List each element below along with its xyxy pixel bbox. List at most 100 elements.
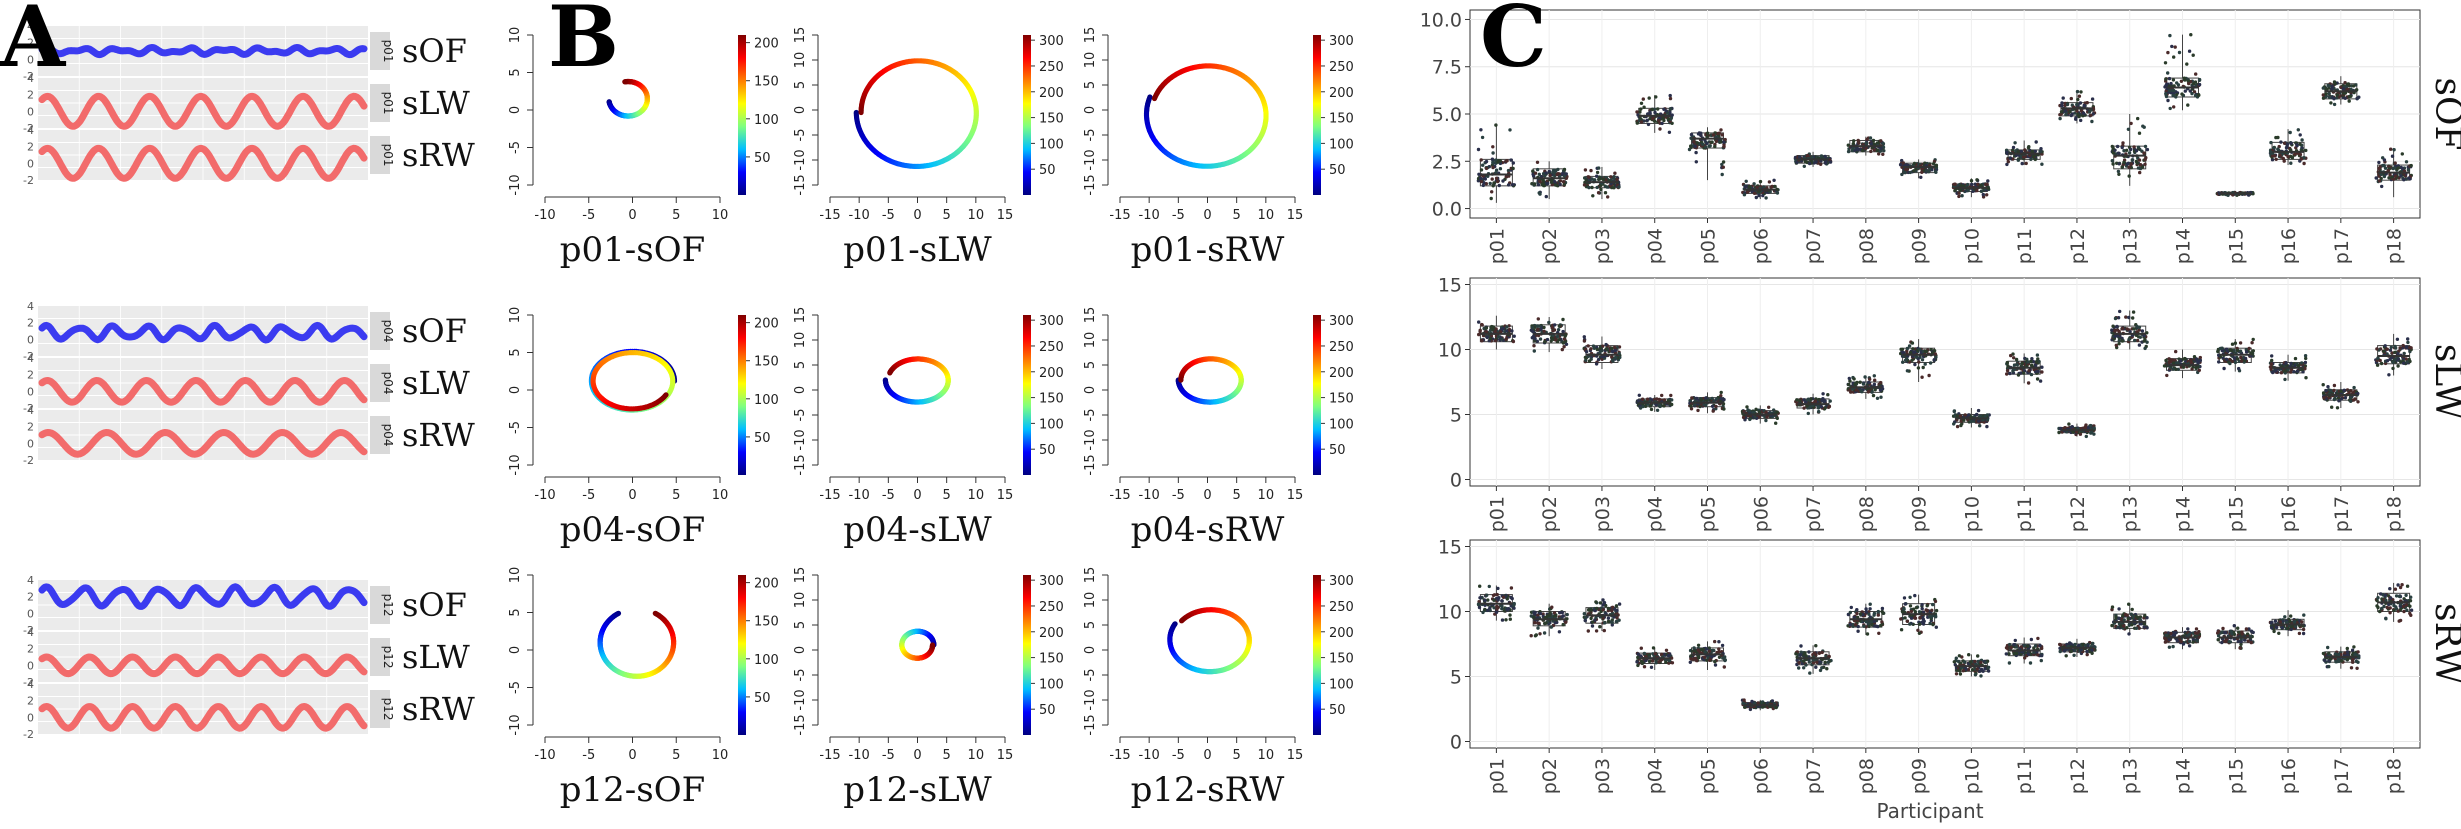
jitter-point bbox=[1646, 122, 1651, 127]
jitter-point bbox=[1477, 172, 1481, 176]
colorbar-tick-label: 50 bbox=[754, 431, 771, 446]
x-tick-label: -15 bbox=[819, 208, 840, 223]
jitter-point bbox=[1485, 335, 1489, 340]
phase-plot-p12-sRW: -15 -10 -5 0 5 10 15-15-10-5051015501001502002… bbox=[1083, 567, 1354, 810]
jitter-point bbox=[2143, 144, 2148, 149]
jitter-point bbox=[1483, 177, 1488, 181]
jitter-point bbox=[2168, 33, 2172, 38]
jitter-point bbox=[1635, 110, 1639, 114]
x-tick-label: -10 bbox=[1139, 748, 1160, 763]
jitter-point bbox=[1694, 160, 1699, 164]
x-tick-label: p03 bbox=[1592, 228, 1614, 264]
jitter-point bbox=[2068, 110, 2072, 114]
jitter-point bbox=[1532, 174, 1536, 178]
series-line-sLW bbox=[38, 653, 368, 678]
jitter-point bbox=[2065, 102, 2070, 107]
jitter-point bbox=[2390, 154, 2395, 158]
colorbar bbox=[738, 575, 746, 735]
phase-plot-label: p12-sRW bbox=[1131, 770, 1285, 810]
series-line-sRW bbox=[38, 429, 368, 458]
jitter-point bbox=[1953, 189, 1957, 193]
jitter-point bbox=[2170, 44, 2174, 49]
jitter-point bbox=[1743, 185, 1748, 189]
strip-facet-box bbox=[370, 586, 390, 624]
jitter-point bbox=[1807, 161, 1812, 166]
jitter-point bbox=[1535, 160, 1540, 164]
x-tick-label: -15 bbox=[1109, 488, 1130, 503]
jitter-point bbox=[2389, 147, 2393, 151]
jitter-point bbox=[1647, 96, 1651, 100]
jitter-point bbox=[1511, 339, 1516, 344]
y-tick-label: 10 bbox=[1083, 592, 1098, 609]
jitter-point bbox=[1531, 329, 1535, 334]
jitter-point bbox=[1986, 179, 1990, 183]
strip-ytick-label: 2 bbox=[27, 37, 34, 50]
jitter-point bbox=[2013, 141, 2017, 145]
jitter-point bbox=[2298, 142, 2302, 146]
x-tick-label: p18 bbox=[2384, 228, 2406, 264]
y-tick-label: -5 bbox=[1083, 669, 1098, 682]
jitter-point bbox=[1544, 194, 1549, 199]
jitter-point bbox=[1491, 184, 1495, 188]
strip-facet-box bbox=[370, 32, 390, 70]
jitter-point bbox=[2023, 148, 2027, 152]
y-tick-label: -5 bbox=[793, 669, 808, 682]
jitter-point bbox=[2074, 117, 2078, 121]
jitter-point bbox=[2196, 93, 2201, 97]
jitter-point bbox=[1658, 127, 1662, 131]
jitter-point bbox=[1654, 95, 1658, 99]
y-tick-label: -10 bbox=[793, 149, 808, 170]
phase-plot-p01-sLW: -15 -10 -5 0 5 10 15-15-10-5051015501001502002… bbox=[793, 27, 1064, 270]
jitter-point bbox=[1722, 140, 1726, 144]
jitter-point bbox=[1856, 148, 1860, 152]
y-tick-label: -5 bbox=[1083, 409, 1098, 422]
colorbar-tick-label: 50 bbox=[754, 691, 771, 706]
y-tick-label: 10 bbox=[793, 592, 808, 609]
strip-ytick-label: 4 bbox=[27, 678, 34, 691]
jitter-point bbox=[1823, 160, 1828, 164]
colorbar bbox=[1023, 575, 1031, 735]
jitter-point bbox=[2289, 161, 2293, 165]
jitter-point bbox=[2183, 89, 2187, 93]
jitter-point bbox=[1557, 324, 1562, 328]
y-tick-label: -5 bbox=[508, 141, 523, 154]
jitter-point bbox=[2286, 155, 2290, 159]
jitter-point bbox=[2177, 50, 2182, 55]
jitter-point bbox=[2268, 150, 2273, 154]
y-tick-label: 5 bbox=[1083, 81, 1098, 89]
jitter-point bbox=[2293, 152, 2297, 156]
jitter-point bbox=[2176, 83, 2181, 87]
jitter-point bbox=[1952, 182, 1957, 186]
jitter-point bbox=[2332, 80, 2337, 84]
x-tick-label: -10 bbox=[1139, 488, 1160, 503]
jitter-point bbox=[1772, 178, 1776, 182]
y-tick-label: -15 bbox=[1083, 714, 1098, 735]
jitter-point bbox=[2111, 146, 2115, 151]
jitter-point bbox=[1490, 190, 1494, 194]
jitter-point bbox=[1805, 153, 1810, 158]
jitter-point bbox=[1506, 168, 1511, 173]
series-line-sRW bbox=[38, 144, 368, 182]
jitter-point bbox=[1591, 194, 1595, 198]
jitter-point bbox=[2194, 72, 2198, 76]
jitter-point bbox=[2374, 176, 2378, 180]
x-tick-label: 5 bbox=[672, 208, 680, 223]
jitter-point bbox=[1639, 101, 1644, 106]
panel-b: -10 -5 0 5 10-10-5051050100150200p01-sOF-15-… bbox=[508, 27, 1354, 810]
jitter-point bbox=[1744, 179, 1748, 183]
strip-ytick-label: 2 bbox=[27, 141, 34, 154]
jitter-point bbox=[1488, 181, 1492, 186]
jitter-point bbox=[2396, 166, 2401, 170]
colorbar-tick-label: 250 bbox=[1039, 600, 1064, 615]
y-tick-label: -10 bbox=[508, 714, 523, 735]
strip-channel-label: sLW bbox=[402, 638, 470, 676]
jitter-point bbox=[1493, 338, 1498, 343]
jitter-point bbox=[1754, 195, 1759, 200]
colorbar-tick-label: 100 bbox=[1039, 677, 1064, 692]
colorbar bbox=[1313, 35, 1321, 195]
jitter-point bbox=[2197, 77, 2202, 82]
jitter-point bbox=[1852, 139, 1856, 143]
strip-facet-box bbox=[370, 312, 390, 350]
